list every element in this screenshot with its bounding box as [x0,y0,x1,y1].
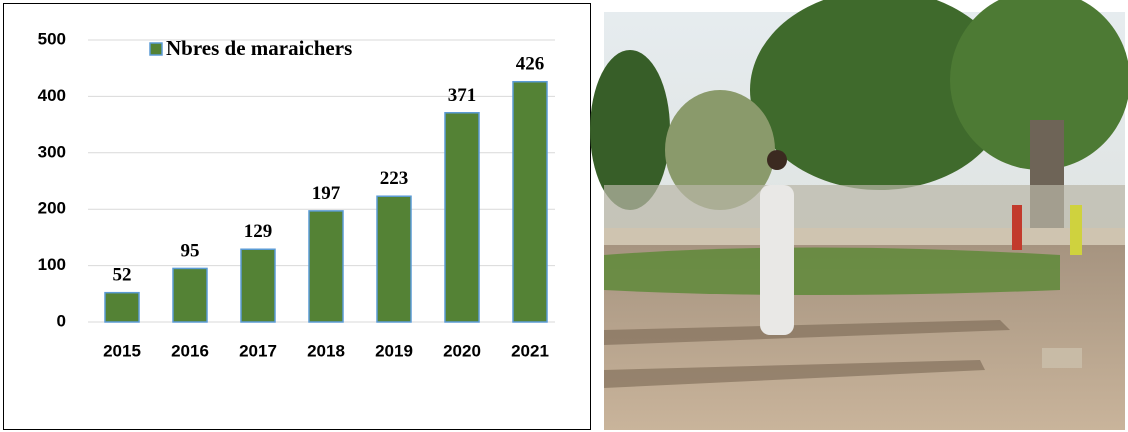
y-tick-label: 100 [38,255,66,274]
photo [590,0,1128,430]
x-tick-label: 2019 [375,341,413,360]
x-tick-label: 2016 [171,341,209,360]
data-label: 371 [448,85,477,106]
y-tick-label: 400 [38,86,66,105]
bar [105,293,139,322]
x-tick-label: 2018 [307,341,345,360]
data-label: 223 [380,168,409,189]
data-label: 197 [312,183,341,204]
bar [173,268,207,322]
y-tick-label: 200 [38,199,66,218]
y-tick-label: 0 [57,311,66,330]
legend-label: Nbres de maraichers [166,36,352,60]
x-tick-label: 2015 [103,341,141,360]
data-label: 95 [181,240,200,261]
x-tick-label: 2021 [511,341,549,360]
data-label: 129 [244,221,273,242]
y-tick-label: 500 [38,29,66,48]
data-label: 426 [516,54,545,75]
bar [241,249,275,322]
x-tick-label: 2020 [443,341,481,360]
bar [445,113,479,322]
data-label: 52 [113,265,132,286]
y-tick-label: 300 [38,142,66,161]
legend-swatch [150,43,162,55]
page: 0 100 200 300 400 500 2015 2016 2017 2018 2019 2020… [0,0,1128,432]
chart-frame [4,4,591,430]
bar [377,196,411,322]
x-tick-label: 2017 [239,341,277,360]
bar [513,82,547,322]
bar [309,211,343,322]
